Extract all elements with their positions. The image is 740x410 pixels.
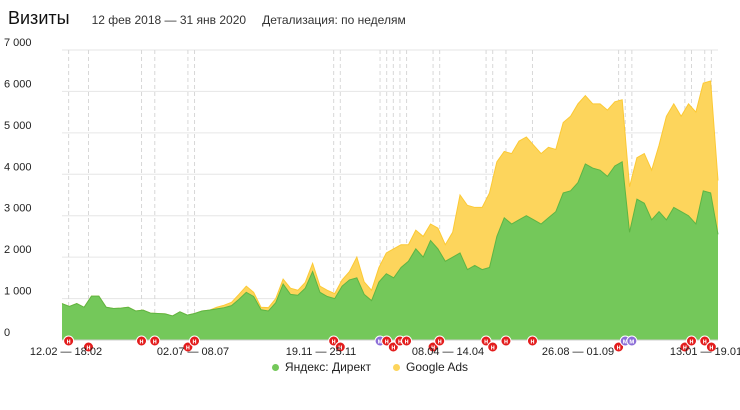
- event-marker[interactable]: [334, 341, 346, 353]
- x-tick-label: 12.02 — 18.02: [30, 346, 102, 358]
- legend-label-google-ads: Google Ads: [406, 360, 469, 374]
- y-tick-label: 0: [4, 327, 10, 339]
- series-area-yandex-direct[interactable]: [62, 161, 718, 340]
- y-tick-label: 2 000: [4, 244, 32, 256]
- y-tick-label: 6 000: [4, 78, 32, 90]
- event-marker-label: н: [431, 345, 435, 352]
- event-marker[interactable]: [487, 341, 499, 353]
- event-marker-label: н: [703, 339, 707, 346]
- event-marker-label: н: [438, 339, 442, 346]
- event-marker-label: н: [530, 339, 534, 346]
- y-tick-label: 3 000: [4, 203, 32, 215]
- y-tick-label: 7 000: [4, 37, 32, 49]
- event-marker-label: м: [629, 339, 634, 346]
- event-marker-label: н: [504, 339, 508, 346]
- chart-header: Визиты 12 фев 2018 — 31 янв 2020 Детализ…: [8, 8, 406, 29]
- event-marker[interactable]: [401, 335, 413, 347]
- legend-label-direct: Яндекс: Директ: [284, 360, 372, 374]
- event-marker[interactable]: [149, 335, 161, 347]
- x-tick-label: 13.01 — 19.01: [670, 346, 740, 358]
- event-marker[interactable]: [83, 341, 95, 353]
- event-marker-label: н: [398, 339, 402, 346]
- x-tick-label: 26.08 — 01.09: [542, 346, 614, 358]
- series-line-yandex-direct: [61, 161, 719, 317]
- chart-legend: Яндекс: Директ Google Ads: [0, 360, 740, 374]
- event-marker[interactable]: [434, 335, 446, 347]
- event-marker-label: н: [683, 345, 687, 352]
- event-marker[interactable]: [685, 335, 697, 347]
- legend-swatch-direct: [271, 363, 279, 371]
- event-marker-label: н: [491, 345, 495, 352]
- event-marker-label: н: [67, 339, 71, 346]
- event-marker-label: н: [139, 339, 143, 346]
- event-marker-label: н: [153, 339, 157, 346]
- y-tick-label: 4 000: [4, 161, 32, 173]
- event-marker[interactable]: [136, 335, 148, 347]
- event-marker-label: м: [623, 339, 628, 346]
- x-tick-label: 02.07 — 08.07: [157, 346, 229, 358]
- date-range[interactable]: 12 фев 2018 — 31 янв 2020: [91, 13, 247, 27]
- event-marker-label: н: [391, 345, 395, 352]
- event-marker-label: н: [616, 345, 620, 352]
- event-marker-label: н: [404, 339, 408, 346]
- legend-item-direct[interactable]: Яндекс: Директ: [271, 360, 372, 374]
- event-marker[interactable]: [526, 335, 538, 347]
- event-marker-label: м: [377, 339, 382, 346]
- event-marker-label: н: [86, 345, 90, 352]
- event-marker-label: н: [332, 339, 336, 346]
- event-marker-label: н: [186, 345, 190, 352]
- event-marker[interactable]: [705, 341, 717, 353]
- x-tick-label: 19.11 — 25.11: [286, 346, 357, 358]
- detail-selector[interactable]: Детализация: по неделям: [262, 13, 406, 27]
- series-area-google-ads[interactable]: [62, 81, 718, 316]
- y-tick-label: 1 000: [4, 286, 32, 298]
- chart-title: Визиты: [8, 8, 70, 28]
- event-marker[interactable]: [500, 335, 512, 347]
- x-tick-label: 08.04 — 14.04: [412, 346, 484, 358]
- legend-item-google-ads[interactable]: Google Ads: [393, 360, 468, 374]
- event-marker[interactable]: [626, 335, 638, 347]
- event-marker-label: н: [709, 345, 713, 352]
- event-marker-label: н: [689, 339, 693, 346]
- event-marker[interactable]: [63, 335, 75, 347]
- y-tick-label: 5 000: [4, 120, 32, 132]
- legend-swatch-google-ads: [393, 363, 401, 371]
- event-marker-label: н: [484, 339, 488, 346]
- event-marker-label: н: [192, 339, 196, 346]
- event-marker-label: н: [385, 339, 389, 346]
- event-marker[interactable]: [189, 335, 201, 347]
- event-marker-label: н: [338, 345, 342, 352]
